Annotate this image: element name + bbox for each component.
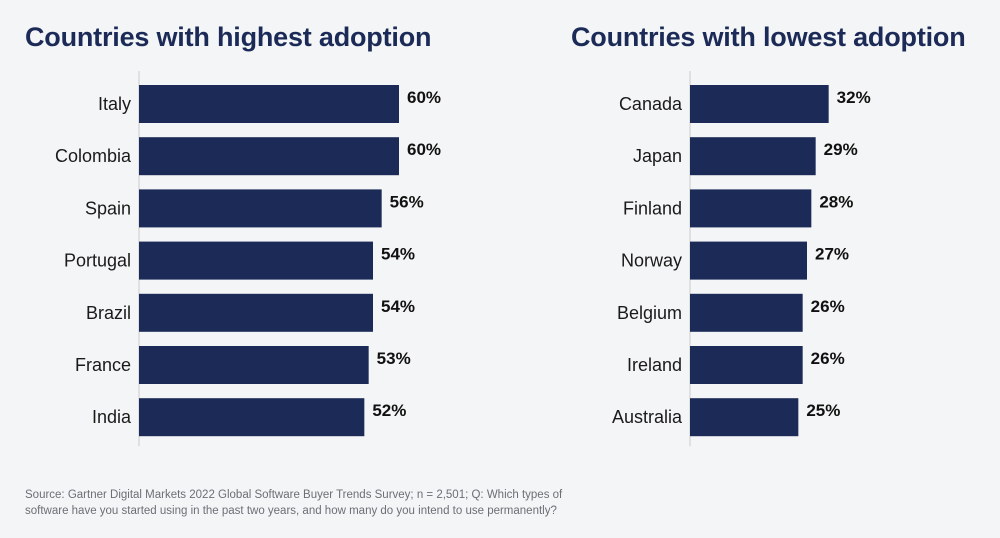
category-label-canada: Canada <box>619 94 683 114</box>
bar-finland <box>690 189 812 228</box>
chart-title-highest: Countries with highest adoption <box>25 22 432 52</box>
value-label-finland: 28% <box>819 192 853 211</box>
bar-belgium <box>690 293 803 332</box>
value-label-ireland: 26% <box>811 349 845 368</box>
bar-japan <box>690 137 816 176</box>
bar-italy <box>139 85 399 123</box>
bar-norway <box>690 241 807 280</box>
value-label-spain: 56% <box>390 192 424 211</box>
lowest-adoption-chart: Canada 32% Japan 29% Finland 28% Norway 27% Belg… <box>612 71 871 447</box>
bar-spain <box>139 189 382 228</box>
value-label-norway: 27% <box>815 245 849 264</box>
bar-portugal <box>139 241 373 280</box>
source-note-line-2: software have you started using in the p… <box>25 505 557 517</box>
value-label-italy: 60% <box>407 88 441 107</box>
category-label-india: India <box>92 407 132 427</box>
category-label-belgium: Belgium <box>617 303 682 323</box>
value-label-japan: 29% <box>824 140 858 159</box>
category-label-australia: Australia <box>612 407 683 427</box>
bar-colombia <box>139 137 399 176</box>
value-label-belgium: 26% <box>811 297 845 316</box>
source-note: Source: Gartner Digital Markets 2022 Glo… <box>25 487 645 519</box>
value-label-india: 52% <box>372 401 406 420</box>
category-label-spain: Spain <box>85 198 131 218</box>
value-label-brazil: 54% <box>381 297 415 316</box>
lowest-adoption-panel: Countries with lowest adoption Canada 32%… <box>500 0 1000 460</box>
bar-ireland <box>690 346 803 384</box>
category-label-italy: Italy <box>98 94 131 114</box>
value-label-france: 53% <box>377 349 411 368</box>
value-label-portugal: 54% <box>381 245 415 264</box>
category-label-ireland: Ireland <box>627 355 682 375</box>
bar-india <box>139 398 365 437</box>
category-label-finland: Finland <box>623 198 682 218</box>
category-label-france: France <box>75 355 131 375</box>
highest-adoption-panel: Countries with highest adoption Italy 60%… <box>0 0 500 460</box>
value-label-canada: 32% <box>837 88 871 107</box>
highest-adoption-chart: Italy 60% Colombia 60% Spain 56% Portugal 54% Br… <box>55 71 441 447</box>
bar-australia <box>690 398 799 437</box>
category-label-norway: Norway <box>621 251 682 271</box>
category-label-japan: Japan <box>633 146 682 166</box>
chart-title-lowest: Countries with lowest adoption <box>571 22 966 52</box>
category-label-portugal: Portugal <box>64 251 131 271</box>
bar-france <box>139 346 369 384</box>
source-note-line-1: Source: Gartner Digital Markets 2022 Glo… <box>25 489 563 501</box>
value-label-australia: 25% <box>806 401 840 420</box>
category-label-brazil: Brazil <box>86 303 131 323</box>
bar-brazil <box>139 293 373 332</box>
bar-canada <box>690 85 829 123</box>
category-label-colombia: Colombia <box>55 146 132 166</box>
value-label-colombia: 60% <box>407 140 441 159</box>
